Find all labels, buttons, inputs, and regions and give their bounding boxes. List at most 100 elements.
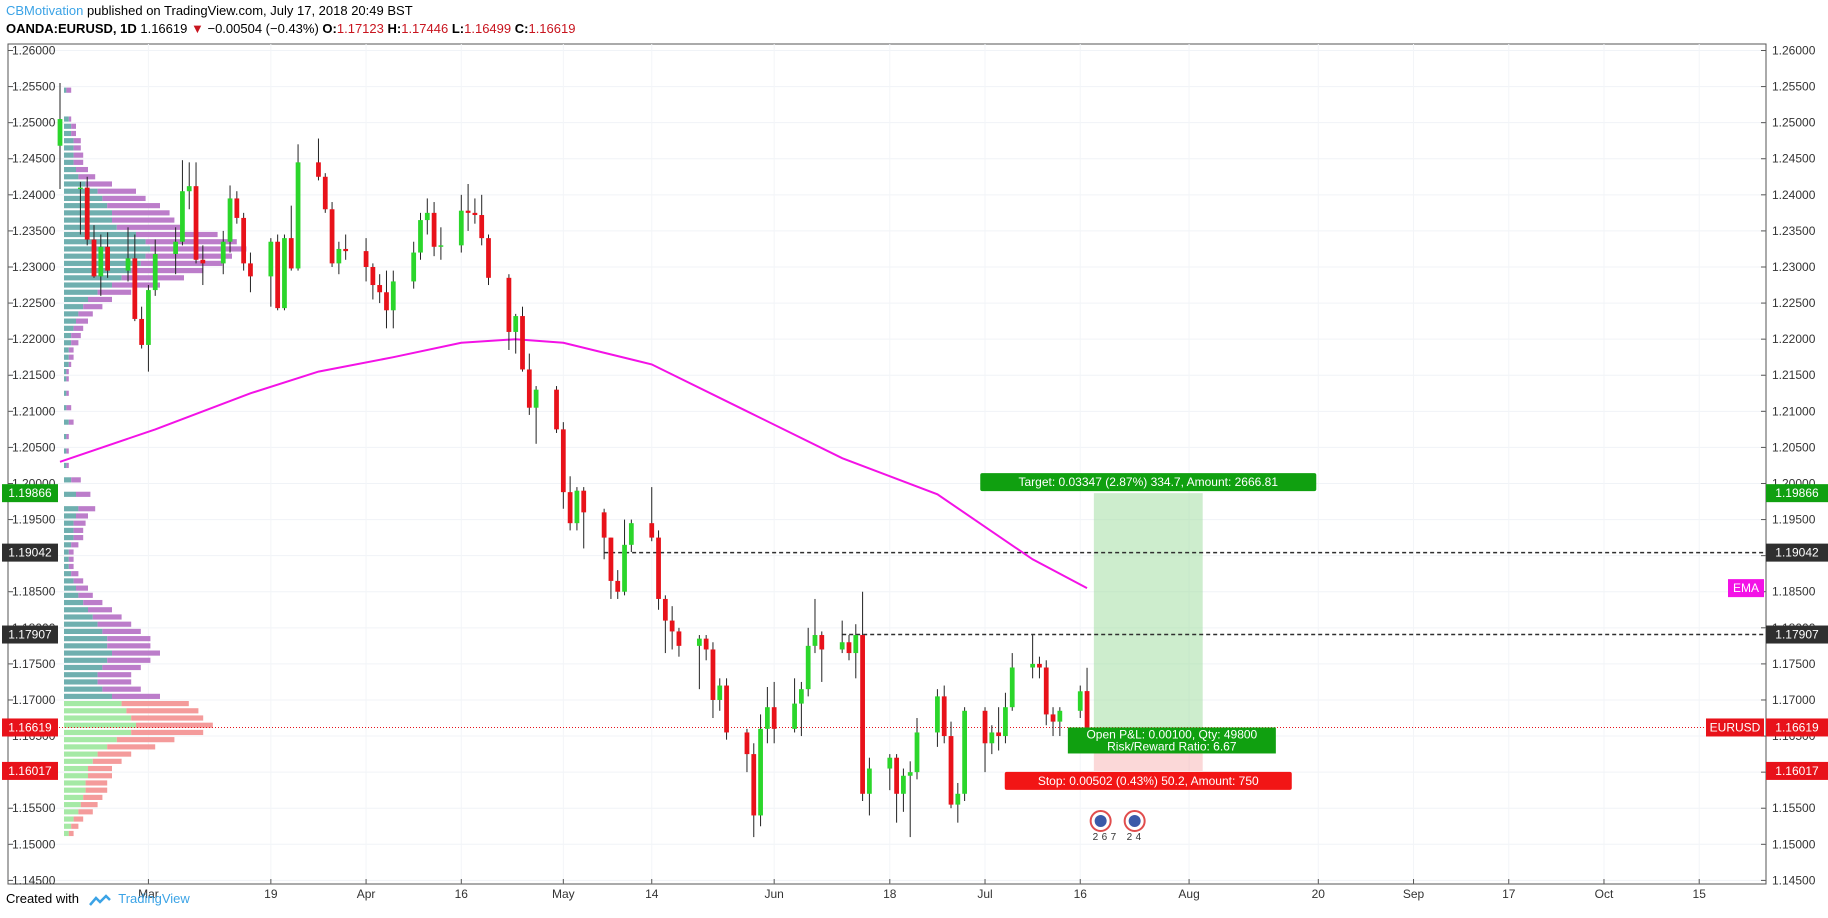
x-tick-label: 16: [1074, 887, 1088, 901]
candle-up: [336, 248, 342, 264]
y-tick-label-right: 1.24500: [1772, 152, 1816, 166]
candle-down: [91, 239, 97, 277]
candle-down: [384, 292, 389, 311]
level-price-tag-right-text: 1.17907: [1775, 628, 1819, 642]
vp-down-bar: [71, 542, 79, 548]
candle-up: [418, 220, 423, 253]
candle-up: [696, 638, 702, 646]
vp-up-bar: [64, 693, 112, 699]
chart-frame: [7, 43, 1767, 885]
y-tick-label-right: 1.23500: [1772, 224, 1816, 238]
symbol-name[interactable]: OANDA:EURUSD, 1D: [6, 21, 137, 36]
vp-down-bar: [76, 513, 88, 519]
candle-up: [887, 757, 893, 769]
candle-down: [322, 176, 328, 210]
vp-down-bar: [66, 87, 72, 93]
y-tick-label-left: 1.21000: [12, 404, 56, 418]
vp-up-bar: [64, 181, 86, 187]
candle-down: [248, 263, 253, 277]
event-count: 6: [1102, 832, 1108, 843]
candle-down: [520, 316, 525, 370]
position-profit-zone[interactable]: [1093, 493, 1203, 728]
candle-down: [744, 732, 750, 755]
candle-down: [472, 212, 478, 216]
candle-down: [84, 187, 90, 240]
vp-up-bar: [64, 765, 88, 772]
y-tick-label-right: 1.26000: [1772, 43, 1816, 57]
vp-down-bar: [66, 369, 69, 375]
last-price-tag-left: [2, 718, 58, 737]
candle-up: [955, 793, 961, 805]
candle-up: [792, 703, 797, 729]
vp-down-bar: [71, 477, 81, 483]
candle-up: [1057, 710, 1063, 722]
candle-down: [819, 635, 825, 650]
vp-up-bar: [64, 592, 79, 598]
vp-down-bar: [68, 563, 74, 570]
vp-up-bar: [64, 715, 132, 721]
publish-info: CBMotivation published on TradingView.co…: [6, 3, 413, 18]
candle-up: [989, 732, 995, 744]
vp-up-bar: [64, 614, 93, 620]
candle-down: [860, 635, 865, 794]
target-price-tag-right-text: 1.19866: [1775, 486, 1819, 500]
vp-down-bar: [73, 520, 86, 526]
vp-down-bar: [116, 224, 184, 230]
vp-down-bar: [78, 592, 93, 598]
level-price-tag-left-text: 1.17907: [8, 628, 52, 642]
vp-up-bar: [64, 549, 69, 555]
vp-down-bar: [102, 686, 141, 692]
candle-up: [798, 689, 804, 704]
vp-up-bar: [64, 361, 69, 367]
author-link[interactable]: CBMotivation: [6, 3, 84, 18]
vp-down-bar: [76, 585, 88, 591]
x-tick-label: Mar: [138, 887, 159, 901]
vp-up-bar: [64, 650, 112, 656]
vp-down-bar: [97, 679, 132, 685]
candle-down: [363, 251, 369, 267]
price-levels[interactable]: [8, 551, 1766, 728]
y-tick-label-left: 1.24000: [12, 188, 56, 202]
last-price-tag-right: [1766, 718, 1828, 737]
tradingview-link[interactable]: TradingView: [118, 891, 190, 906]
candle-up: [152, 254, 158, 291]
vp-down-bar: [68, 549, 74, 555]
vp-up-bar: [64, 506, 79, 512]
candle-down: [132, 258, 138, 319]
ema-polyline: [59, 338, 1088, 589]
vp-down-bar: [78, 311, 93, 317]
open-label: O:: [322, 21, 337, 36]
y-tick-label-right: 1.22000: [1772, 332, 1816, 346]
vp-up-bar: [64, 729, 132, 736]
vp-up-bar: [64, 643, 108, 649]
vp-down-bar: [107, 636, 151, 642]
y-tick-label-right: 1.23000: [1772, 260, 1816, 274]
vp-down-bar: [83, 304, 103, 310]
vp-up-bar: [64, 607, 88, 613]
vp-up-bar: [64, 419, 69, 425]
y-tick-label-right: 1.15000: [1772, 837, 1816, 851]
candle-down: [751, 754, 757, 816]
x-tick-label: Jul: [977, 887, 992, 901]
level-price-tag-left: [2, 625, 58, 644]
vp-up-bar: [64, 535, 74, 541]
candle-up: [962, 710, 968, 794]
candle-down: [649, 523, 655, 538]
candle-up: [907, 772, 913, 776]
candle-up: [1077, 691, 1083, 711]
candle-down: [343, 248, 349, 252]
level-price-tag-left: [2, 543, 58, 562]
candle-down: [846, 642, 852, 654]
vp-up-bar: [64, 657, 108, 663]
candle-up: [125, 258, 131, 271]
x-tick-label: Aug: [1178, 887, 1199, 901]
vp-down-bar: [102, 195, 146, 202]
vp-down-bar: [107, 744, 156, 750]
pnl-text: Open P&L: 0.00100, Qty: 49800: [1086, 727, 1257, 741]
close-value: 1.16619: [528, 21, 576, 36]
vp-down-bar: [102, 664, 141, 671]
vp-down-bar: [83, 599, 103, 606]
y-tick-label-left: 1.24500: [12, 152, 56, 166]
